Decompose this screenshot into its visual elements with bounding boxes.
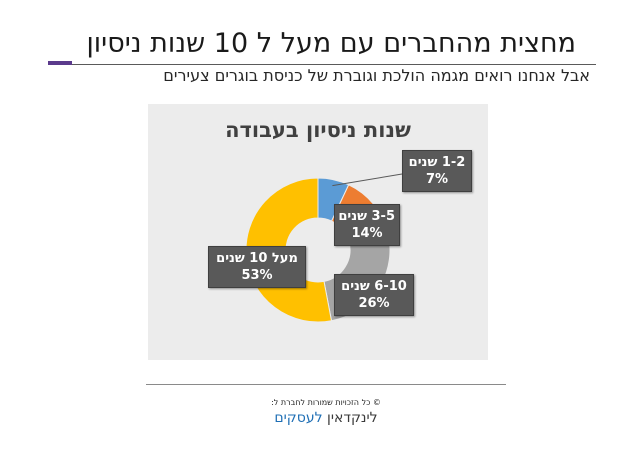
chart-title: שנות ניסיון בעבודה	[225, 118, 411, 142]
title-accent-bar	[48, 61, 72, 65]
chart-panel: שנות ניסיון בעבודה 1-2 שנים 7% 3-5 שנים …	[148, 104, 488, 360]
callout-6-10-years: 6-10 שנים 26%	[334, 274, 414, 316]
footer-rule	[146, 384, 506, 385]
donut-chart	[245, 173, 403, 323]
leader-line-1-2-years	[332, 173, 403, 187]
slide-subtitle: אבל אנחנו רואים מגמה הולכת וגוברת של כני…	[163, 66, 590, 85]
callout-value-6-10: 26%	[358, 296, 390, 311]
callout-label-3-5: 3-5 שנים	[338, 209, 395, 224]
brand-logo-text: לינקדאין לעסקים	[256, 410, 396, 426]
callout-value-3-5: 14%	[351, 226, 383, 241]
callout-label-6-10: 6-10 שנים	[341, 279, 407, 294]
copyright-notice: © כל הזכויות שמורות לחברת ל:	[271, 398, 381, 407]
callout-value-1-2: 7%	[425, 172, 449, 187]
callout-value-10plus: 53%	[241, 268, 273, 283]
callout-label-1-2: 1-2 שנים	[408, 155, 466, 170]
callout-10-plus-years: מעל 10 שנים 53%	[208, 246, 306, 288]
callout-1-2-years: 1-2 שנים 7%	[402, 150, 472, 192]
slide-title: מחצית מהחברים עם מעל ל 10 שנות ניסיון	[86, 28, 576, 59]
title-underline	[48, 64, 596, 65]
brand-text-linkedin: לינקדאין	[327, 410, 378, 426]
callout-3-5-years: 3-5 שנים 14%	[334, 204, 400, 246]
brand-text-business: לעסקים	[274, 410, 323, 426]
callout-label-10plus: מעל 10 שנים	[216, 251, 298, 266]
